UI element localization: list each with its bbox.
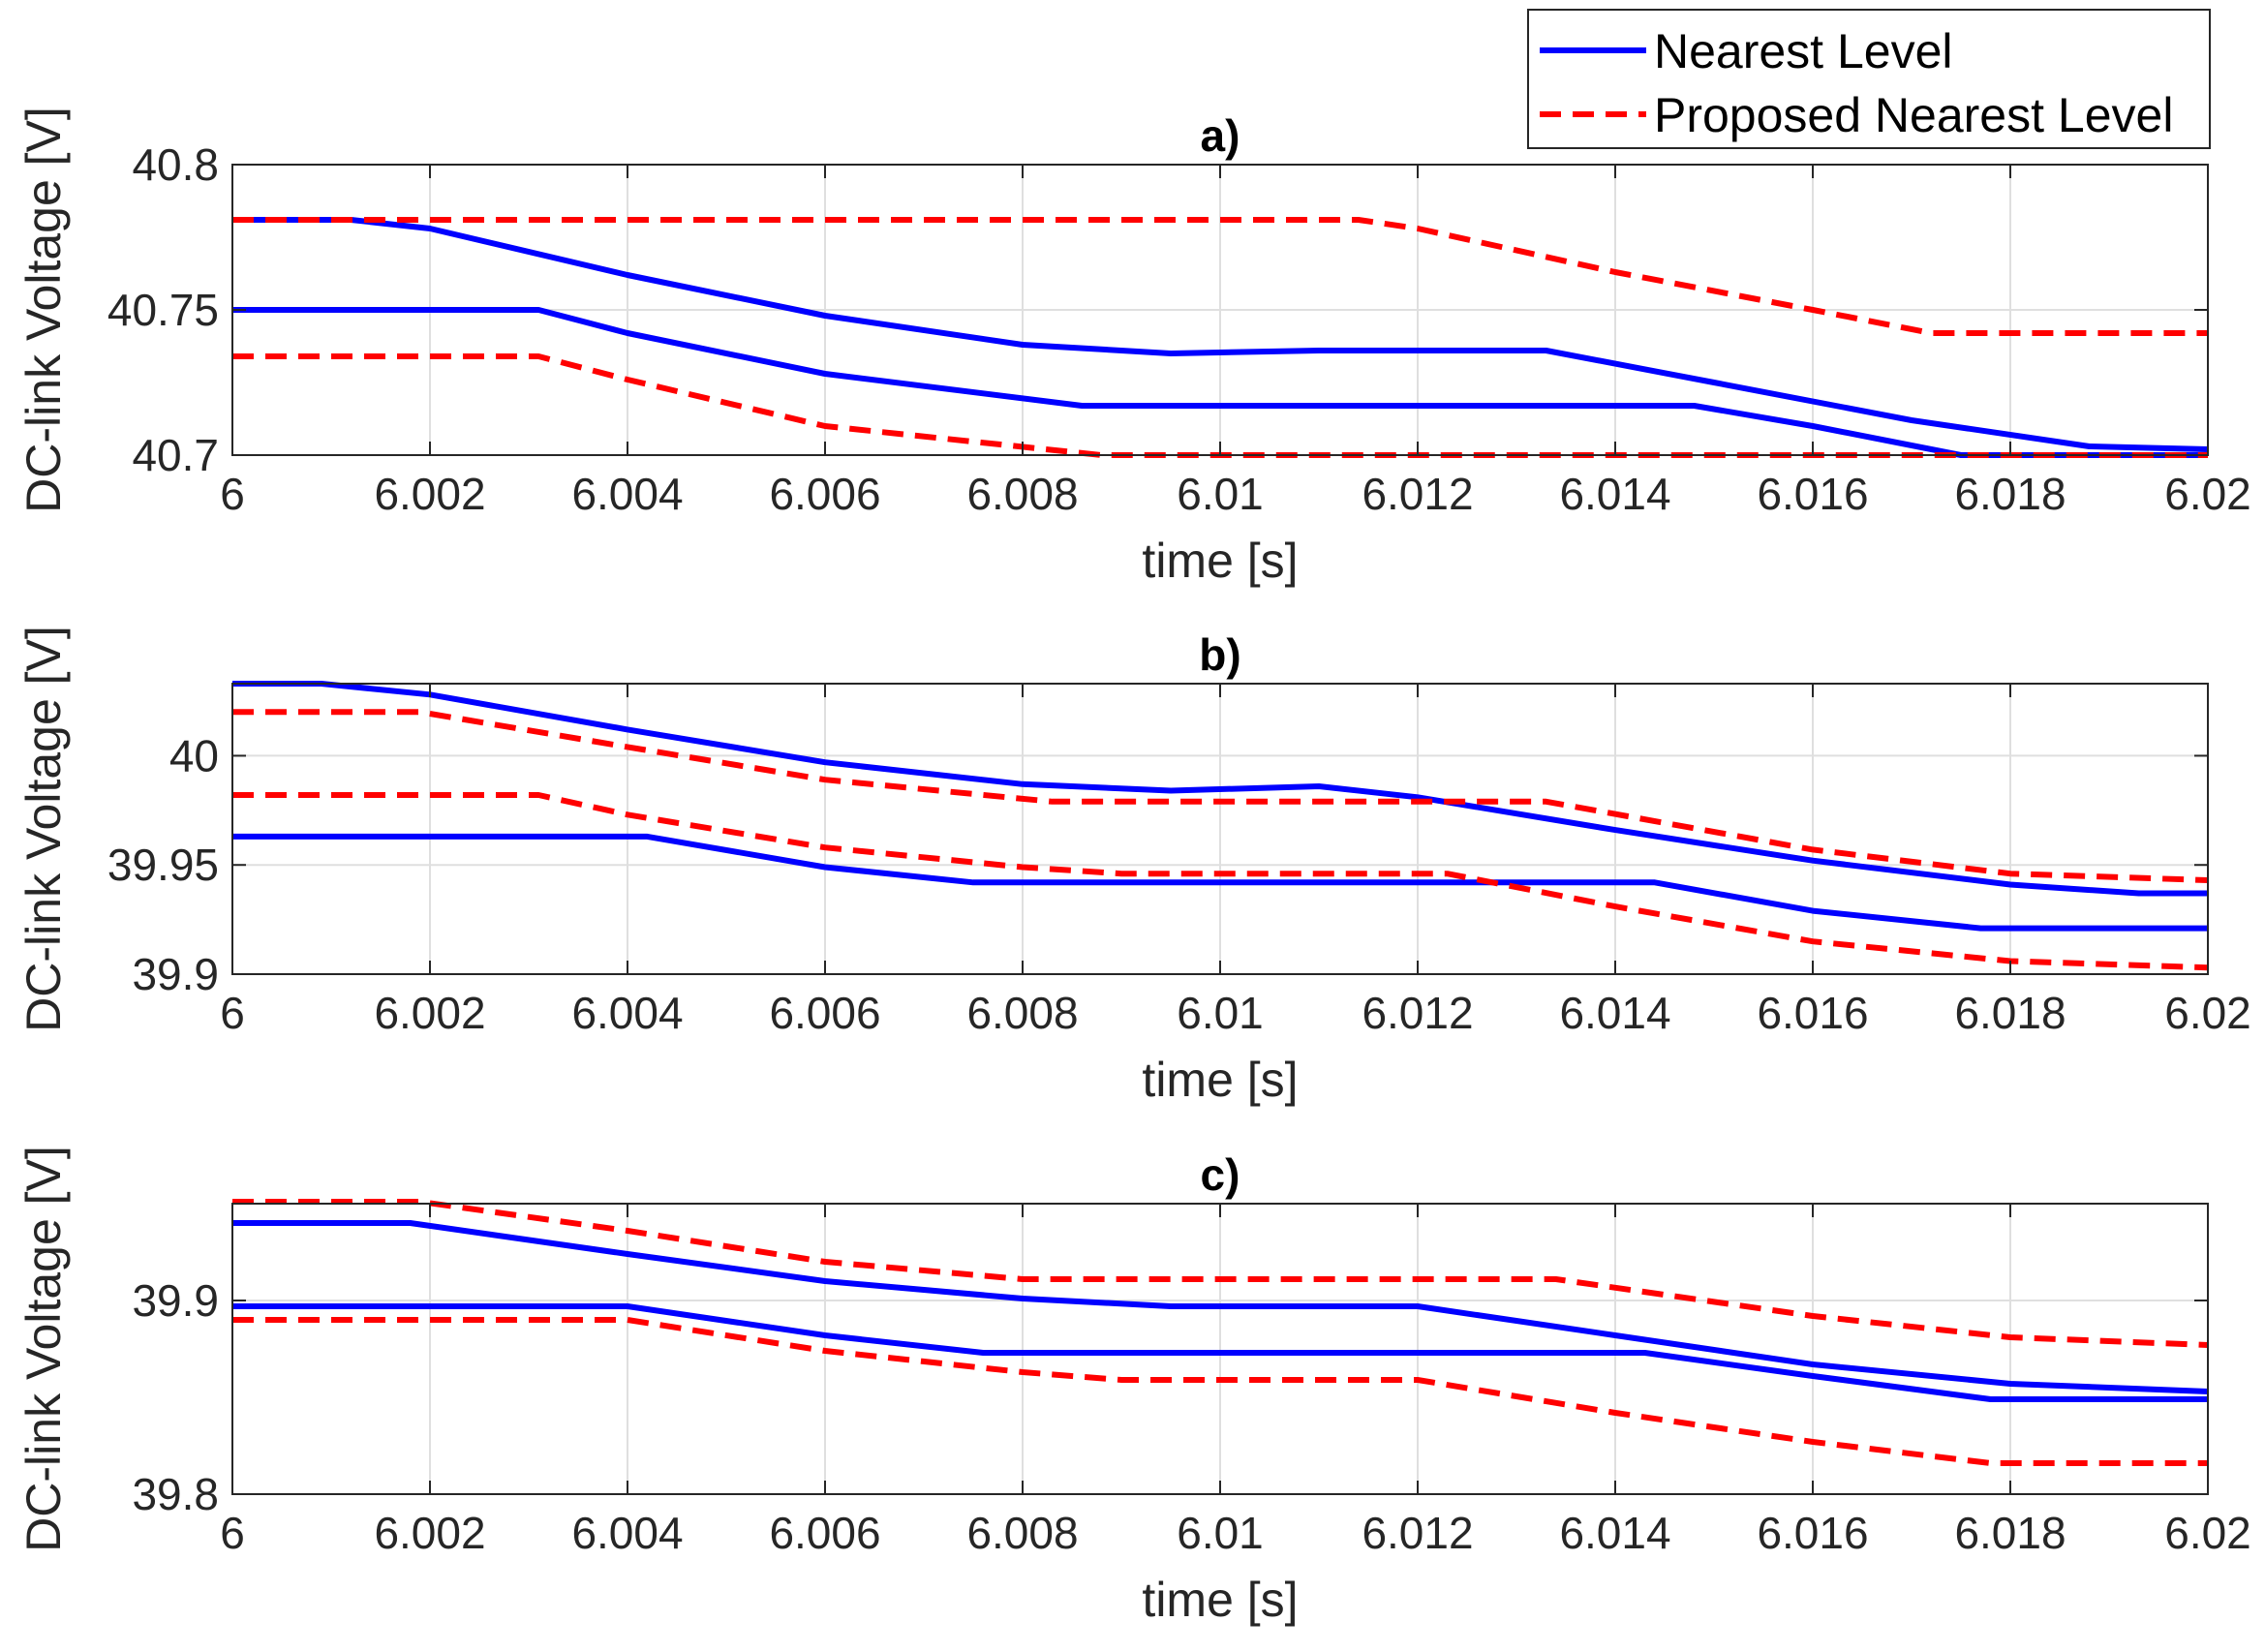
panel-a: 6 6.002 6.004 6.006 6.008 6.01 6.012 6.014 6.016… xyxy=(16,107,2251,588)
proposed-nearest-level-line-c-3 xyxy=(232,1317,2208,1466)
y-tick-label-a-2: 40.8 xyxy=(132,139,219,190)
x-tick-label-c-6: 6.012 xyxy=(1362,1508,1473,1558)
y-axis-label-c: DC-link Voltage [V] xyxy=(16,1146,71,1552)
panel-title-b: b) xyxy=(1199,629,1240,680)
x-tick-label-b-6: 6.012 xyxy=(1362,988,1473,1038)
x-tick-label-b-5: 6.01 xyxy=(1177,988,1264,1038)
x-axis-label-b: time [s] xyxy=(1142,1053,1298,1107)
x-tick-label-c-0: 6 xyxy=(220,1508,245,1558)
panel-title-c: c) xyxy=(1201,1149,1240,1200)
x-tick-label-c-3: 6.006 xyxy=(769,1508,880,1558)
x-axis-label-a: time [s] xyxy=(1142,534,1298,588)
x-tick-label-b-3: 6.006 xyxy=(769,988,880,1038)
y-axis-label-a: DC-link Voltage [V] xyxy=(16,107,71,513)
legend-label-proposed-nearest-level: Proposed Nearest Level xyxy=(1654,88,2173,142)
x-tick-label-c-10: 6.02 xyxy=(2164,1508,2251,1558)
x-tick-label-a-4: 6.008 xyxy=(966,469,1078,519)
legend-label-nearest-level: Nearest Level xyxy=(1654,24,1953,78)
proposed-nearest-level-line-b-2 xyxy=(232,709,2209,883)
y-tick-label-a-1: 40.75 xyxy=(107,285,219,335)
x-tick-label-a-0: 6 xyxy=(220,469,245,519)
x-tick-label-b-9: 6.018 xyxy=(1954,988,2066,1038)
x-tick-label-a-2: 6.004 xyxy=(571,469,683,519)
x-tick-label-a-6: 6.012 xyxy=(1362,469,1473,519)
x-tick-label-a-1: 6.002 xyxy=(374,469,485,519)
panels-layer: 6 6.002 6.004 6.006 6.008 6.01 6.012 6.014 6.016… xyxy=(16,107,2251,1627)
series-group-b xyxy=(232,681,2209,971)
x-tick-label-a-10: 6.02 xyxy=(2164,469,2251,519)
x-tick-label-b-1: 6.002 xyxy=(374,988,485,1038)
panel-b: 6 6.002 6.004 6.006 6.008 6.01 6.012 6.014 6.016… xyxy=(16,626,2251,1107)
nearest-level-line-a-1 xyxy=(232,307,2208,458)
panel-c: 6 6.002 6.004 6.006 6.008 6.01 6.012 6.014 6.016… xyxy=(16,1146,2251,1627)
nearest-level-line-b-1 xyxy=(232,833,2208,932)
x-tick-label-c-9: 6.018 xyxy=(1954,1508,2066,1558)
proposed-nearest-level-line-c-2 xyxy=(232,1199,2209,1348)
x-tick-label-b-7: 6.014 xyxy=(1559,988,1670,1038)
y-tick-label-c-0: 39.8 xyxy=(132,1469,219,1519)
x-tick-label-a-8: 6.016 xyxy=(1757,469,1868,519)
panel-title-a: a) xyxy=(1201,110,1240,161)
x-tick-label-c-8: 6.016 xyxy=(1757,1508,1868,1558)
x-tick-label-c-1: 6.002 xyxy=(374,1508,485,1558)
x-tick-label-c-5: 6.01 xyxy=(1177,1508,1264,1558)
proposed-nearest-level-line-a-2 xyxy=(232,217,2208,336)
x-tick-label-c-4: 6.008 xyxy=(966,1508,1078,1558)
x-tick-label-b-10: 6.02 xyxy=(2164,988,2251,1038)
nearest-level-line-c-0 xyxy=(232,1220,2209,1394)
nearest-level-line-a-0 xyxy=(232,217,2209,452)
x-tick-label-a-5: 6.01 xyxy=(1177,469,1264,519)
y-tick-label-b-2: 40 xyxy=(169,730,219,780)
y-tick-label-b-1: 39.95 xyxy=(107,840,219,890)
nearest-level-line-c-1 xyxy=(232,1303,2208,1402)
legend: Nearest Level Proposed Nearest Level xyxy=(1527,9,2211,149)
x-tick-label-a-3: 6.006 xyxy=(769,469,880,519)
x-tick-label-a-7: 6.014 xyxy=(1559,469,1670,519)
x-tick-label-b-4: 6.008 xyxy=(966,988,1078,1038)
nearest-level-line-b-0 xyxy=(232,681,2208,897)
x-tick-label-c-2: 6.004 xyxy=(571,1508,683,1558)
y-tick-label-a-0: 40.7 xyxy=(132,430,219,480)
y-tick-label-c-1: 39.9 xyxy=(132,1275,219,1326)
y-axis-label-b: DC-link Voltage [V] xyxy=(16,626,71,1032)
x-tick-label-b-8: 6.016 xyxy=(1757,988,1868,1038)
proposed-nearest-level-line-b-3 xyxy=(232,792,2209,971)
x-tick-label-a-9: 6.018 xyxy=(1954,469,2066,519)
x-tick-label-b-2: 6.004 xyxy=(571,988,683,1038)
y-tick-label-b-0: 39.9 xyxy=(132,949,219,999)
series-group-c xyxy=(232,1199,2209,1466)
x-axis-label-c: time [s] xyxy=(1142,1573,1298,1627)
legend-box xyxy=(1527,9,2211,149)
x-tick-label-c-7: 6.014 xyxy=(1559,1508,1670,1558)
x-tick-label-b-0: 6 xyxy=(220,988,245,1038)
